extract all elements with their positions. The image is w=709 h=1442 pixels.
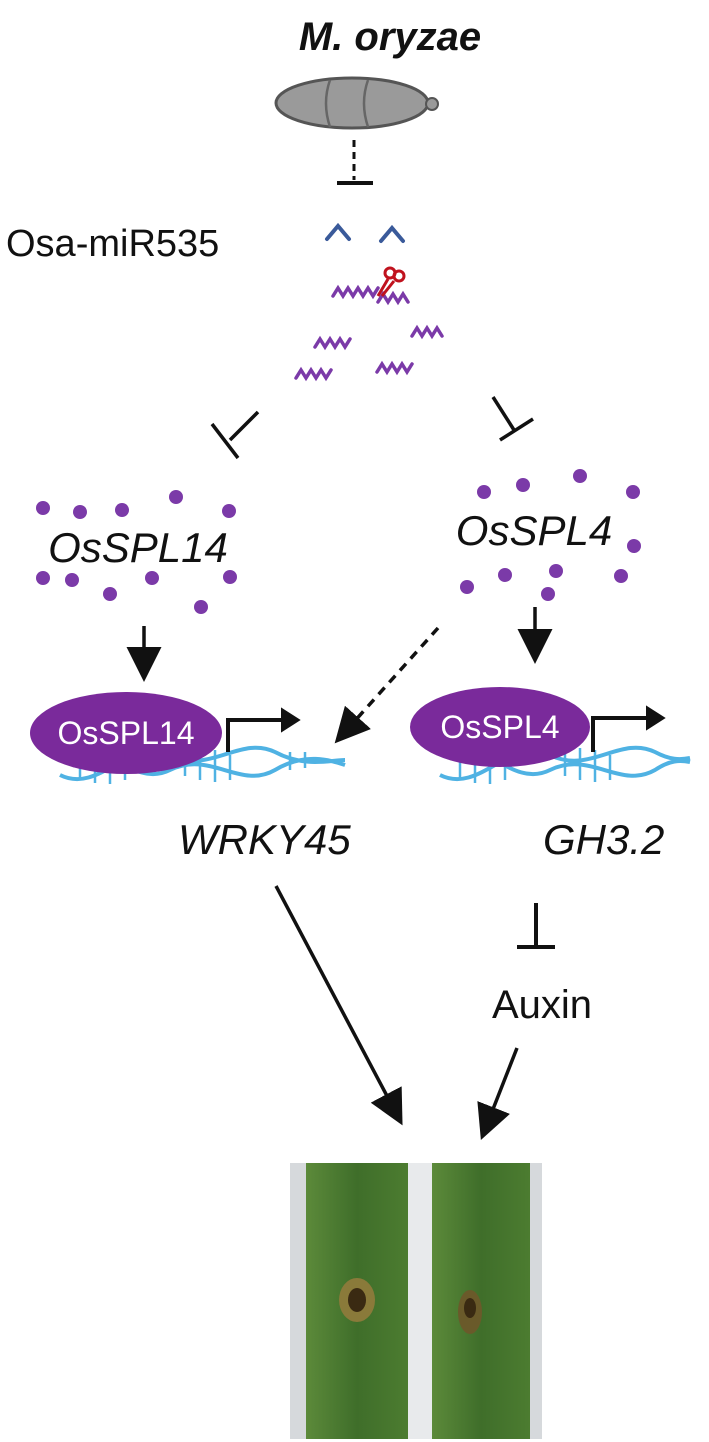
arrow-wrky45-to-outcome xyxy=(274,885,403,1126)
mirna-strand-icon xyxy=(325,222,405,243)
protein-label-left: OsSPL14 xyxy=(58,715,195,751)
protein-dots-right xyxy=(460,469,641,601)
inhibition-right xyxy=(491,396,534,442)
tss-arrow-left xyxy=(226,707,301,752)
pathogen-inhibition xyxy=(337,140,373,185)
tss-arrow-right xyxy=(591,705,666,752)
mirna-label: Osa-miR535 xyxy=(6,223,219,265)
pathogen-title: M. oryzae xyxy=(299,15,481,59)
protein-left xyxy=(30,692,222,774)
protein-dots-left xyxy=(36,490,237,614)
target-label-left: WRKY45 xyxy=(178,816,351,863)
gene-label-left: OsSPL14 xyxy=(48,524,228,571)
arrow-auxin-to-outcome xyxy=(477,1047,519,1141)
protein-right xyxy=(410,687,590,767)
gene-label-right: OsSPL4 xyxy=(456,507,612,554)
target-label-right: GH3.2 xyxy=(543,816,664,863)
hormone-label: Auxin xyxy=(492,983,592,1027)
fungal-spore-icon xyxy=(274,76,439,130)
arrow-dashed-spl4-to-wrky45 xyxy=(334,626,440,744)
rice-leaf-lesion-photo xyxy=(290,1163,542,1439)
inhibition-left xyxy=(210,410,260,460)
target-transcripts xyxy=(294,284,444,382)
protein-label-right: OsSPL4 xyxy=(440,709,559,745)
gh3-inhibition xyxy=(517,903,555,949)
scissors-icon xyxy=(376,266,406,297)
